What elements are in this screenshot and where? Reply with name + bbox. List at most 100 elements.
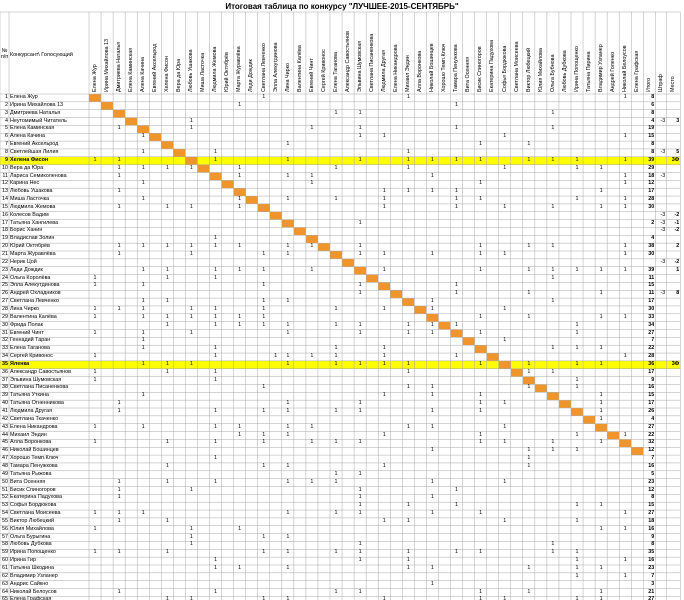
row-name: Светлана Моисеева [10, 510, 61, 517]
vote-mark: 1 [599, 415, 603, 422]
vote-mark: 1 [406, 502, 410, 509]
row-total: 11 [648, 290, 655, 297]
self-vote-cell [221, 180, 234, 189]
row-number: 21 [2, 251, 8, 257]
row-place: 2 [676, 243, 680, 250]
vote-mark: 1 [286, 298, 290, 305]
vote-mark: 1 [262, 408, 266, 414]
vote-mark: 1 [430, 251, 434, 257]
row-number: 1 [5, 94, 8, 100]
vote-mark: 1 [141, 360, 145, 367]
self-vote-cell [89, 94, 102, 102]
vote-mark: 1 [358, 502, 362, 509]
vote-mark: 1 [575, 321, 579, 328]
row-name: Татьяна Хангилева [10, 219, 59, 226]
voter-header: Людмила Другая [381, 49, 388, 92]
vote-mark: 1 [503, 305, 507, 312]
vote-mark: 1 [358, 486, 362, 493]
row-name: Хорошо Темп.Ключ [10, 455, 59, 462]
vote-mark: 1 [214, 243, 218, 250]
vote-mark: 1 [262, 462, 266, 469]
vote-mark: 1 [623, 353, 627, 360]
vote-mark: 1 [455, 290, 459, 297]
vote-mark: 1 [93, 313, 97, 320]
vote-mark: 1 [430, 384, 434, 391]
vote-mark: 1 [575, 376, 579, 383]
vote-mark: 1 [358, 282, 362, 289]
vote-mark: 1 [238, 164, 242, 171]
row-number: 12 [2, 180, 8, 187]
vote-mark: 1 [286, 156, 290, 163]
row-name: Светлана Ткаченко [10, 415, 59, 422]
vote-mark: 1 [214, 439, 218, 446]
vote-mark: 1 [165, 243, 169, 250]
row-name: Фрида Полак [10, 321, 44, 328]
row-penalty: -3 [660, 148, 666, 155]
header-place-label: Место [670, 76, 677, 92]
vote-mark: 1 [238, 565, 242, 571]
row-name: Софья Бордюкова [10, 502, 57, 509]
vote-mark: 1 [623, 133, 627, 140]
vote-mark: 1 [430, 494, 434, 501]
vote-mark: 1 [599, 596, 603, 600]
self-vote-cell [257, 203, 270, 212]
vote-mark: 1 [286, 196, 290, 203]
vote-mark: 1 [165, 549, 169, 556]
voter-header: Ирина Попощенко [573, 46, 580, 92]
row-number: 36 [2, 368, 8, 375]
voter-header: Михаил Эндин [405, 55, 412, 92]
row-name: Елена Жур [10, 94, 38, 100]
vote-mark: 1 [479, 266, 483, 273]
self-vote-cell [486, 353, 499, 361]
voter-header: Людмила Жемова [212, 46, 219, 92]
vote-mark: 1 [430, 305, 434, 312]
vote-mark: 1 [599, 588, 603, 595]
vote-mark: 1 [623, 266, 627, 273]
row-total: 15 [648, 392, 655, 399]
voter-header: Светлана Моисеева [513, 41, 520, 92]
vote-mark: 1 [214, 235, 218, 242]
row-number: 15 [2, 203, 8, 210]
vote-mark: 1 [551, 439, 555, 446]
row-number: 10 [2, 164, 8, 171]
vote-mark: 1 [382, 251, 386, 257]
vote-mark: 1 [406, 94, 410, 100]
vote-mark: 1 [262, 549, 266, 556]
vote-mark: 1 [93, 423, 97, 430]
vote-mark: 1 [479, 549, 483, 556]
vote-mark: 1 [358, 549, 362, 556]
vote-mark: 1 [382, 517, 386, 524]
self-vote-cell [619, 439, 632, 448]
vote-mark: 1 [334, 345, 338, 352]
vote-mark: 1 [406, 549, 410, 556]
voter-header: Николай Бошинцев [429, 43, 436, 92]
vote-mark: 1 [503, 251, 507, 257]
vote-mark: 1 [623, 557, 627, 564]
vote-mark: 1 [406, 517, 410, 524]
row-penalty: -3 [660, 290, 666, 297]
row-number: 29 [2, 313, 8, 320]
vote-mark: 1 [599, 203, 603, 210]
row-number: 63 [2, 580, 8, 587]
vote-mark: 1 [599, 439, 603, 446]
self-vote-cell [197, 164, 210, 173]
vote-mark: 1 [503, 478, 507, 485]
row-total: 8 [651, 141, 655, 148]
row-name: Николай Белоусов [10, 588, 57, 595]
row-total: 9 [651, 376, 655, 383]
vote-mark: 1 [406, 384, 410, 391]
row-name: Колесов Вадим [10, 211, 49, 218]
vote-mark: 1 [286, 462, 290, 469]
row-total: 27 [648, 510, 655, 517]
voter-header: Вита Осенняя [465, 56, 472, 92]
row-total: 30 [648, 251, 655, 257]
self-vote-cell [245, 196, 258, 204]
voter-header: Сергей Кривонос [320, 49, 327, 92]
row-total: 16 [648, 384, 655, 391]
vote-mark: 1 [575, 345, 579, 352]
vote-mark: 1 [599, 164, 603, 171]
vote-mark: 1 [406, 321, 410, 328]
vote-mark: 1 [165, 298, 169, 305]
vote-mark: 1 [382, 596, 386, 600]
vote-mark: 1 [430, 392, 434, 399]
